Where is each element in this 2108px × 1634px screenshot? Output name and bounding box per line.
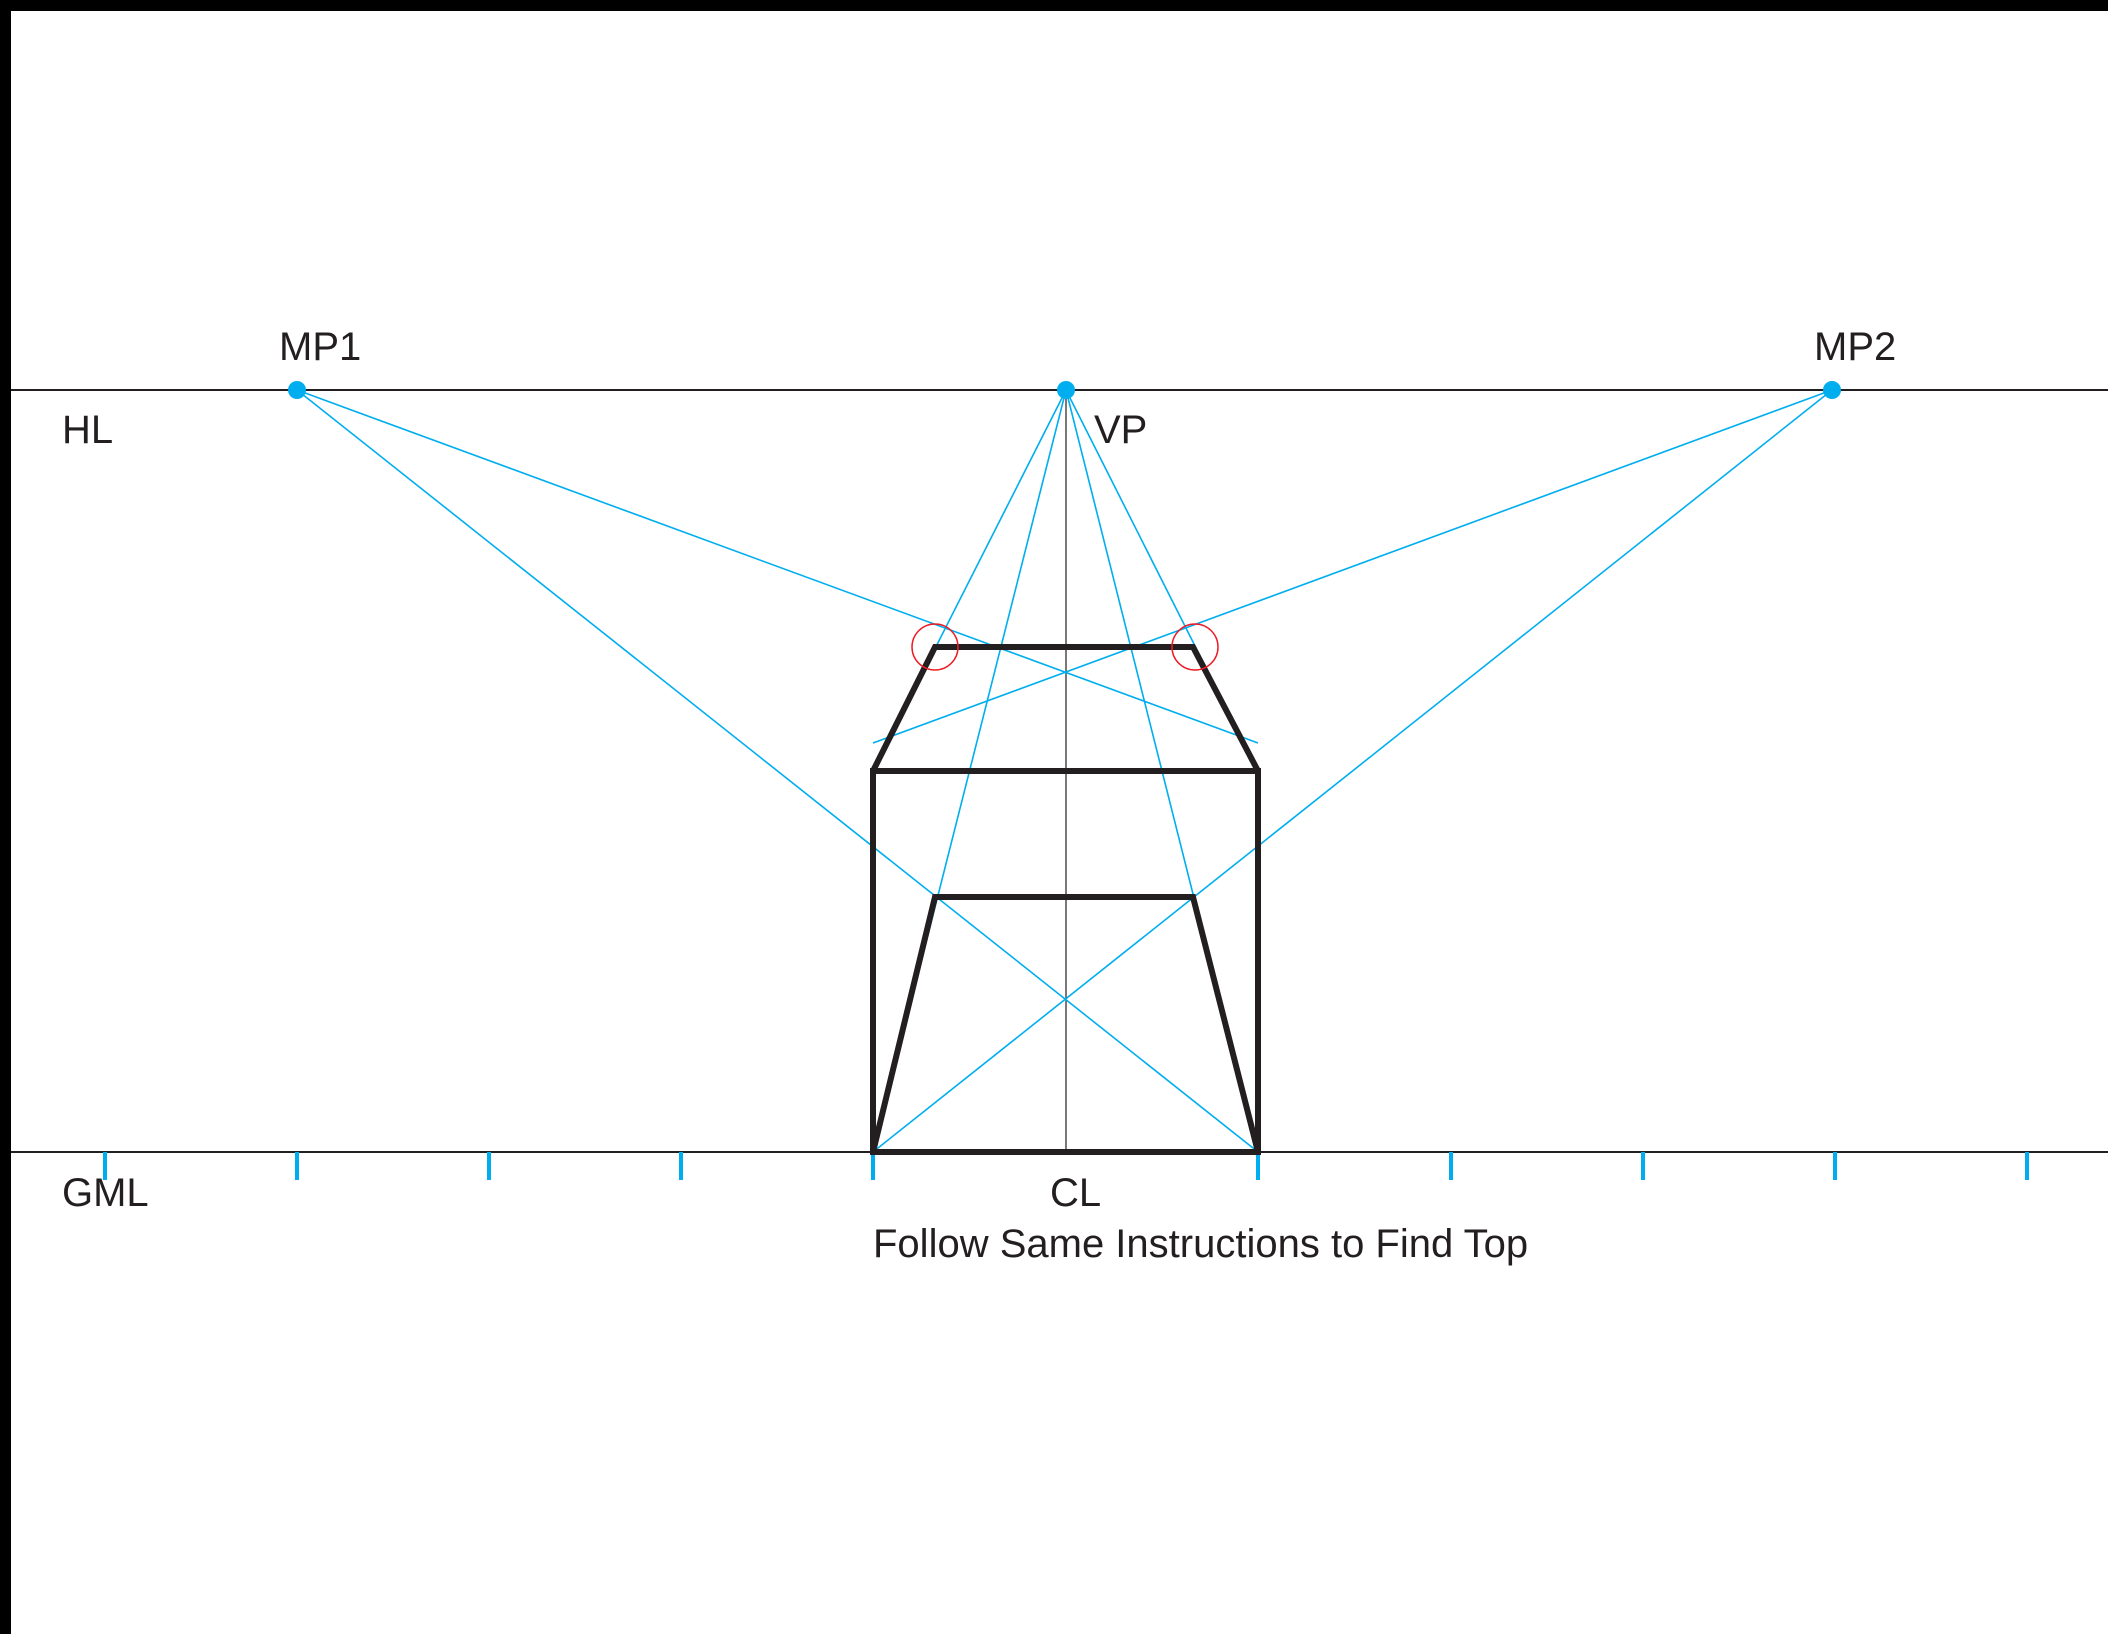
- mp1-point: [288, 381, 306, 399]
- vp-label: VP: [1094, 408, 1147, 452]
- vp-point: [1057, 381, 1075, 399]
- mp2-to-lower-left: [872, 389, 1833, 1153]
- cube: [870, 644, 1261, 1155]
- cl-label: CL: [1050, 1171, 1101, 1215]
- mp2-label: MP2: [1814, 325, 1896, 369]
- highlight-circle-right: [1171, 623, 1219, 671]
- caption: Follow Same Instructions to Find Top: [873, 1222, 1528, 1266]
- drawing-sheet: [11, 11, 2108, 1634]
- mp2-to-upper-left: [872, 389, 1833, 744]
- cube-back-bottom: [870, 894, 1261, 1153]
- hl-label: HL: [62, 408, 113, 452]
- measuring-ticks: [103, 1152, 2029, 1180]
- cube-top-face: [870, 644, 1261, 773]
- mp1-to-upper-right: [296, 389, 1259, 744]
- mp2-point: [1823, 381, 1841, 399]
- cube-front-face: [870, 768, 1261, 1155]
- mp1-label: MP1: [279, 325, 361, 369]
- gml-label: GML: [62, 1171, 149, 1215]
- mp1-to-lower-right: [296, 389, 1259, 1153]
- highlight-circle-left: [911, 623, 959, 671]
